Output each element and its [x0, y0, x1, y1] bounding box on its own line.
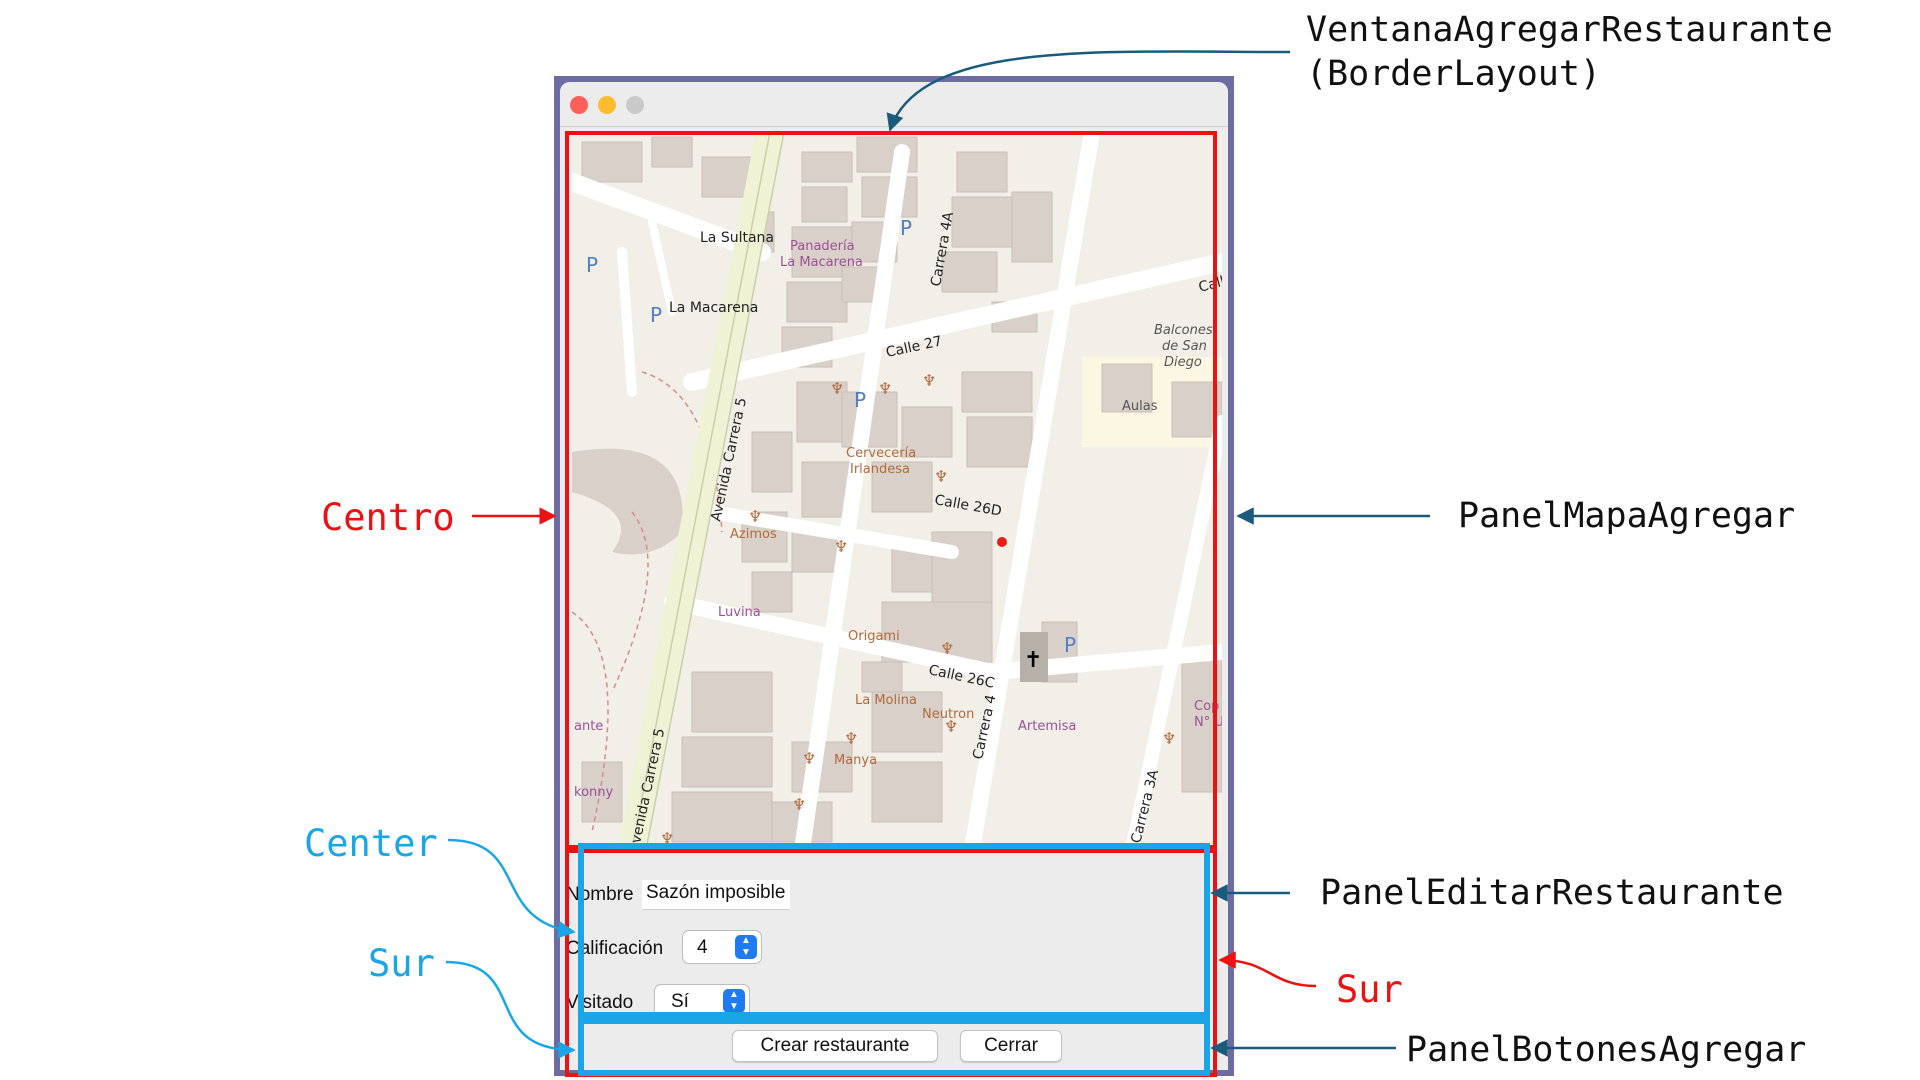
- buildings: [581, 136, 1222, 843]
- sur-subregion-outline: [578, 1018, 1210, 1076]
- avenida-edge: [631, 132, 771, 850]
- map-label-la-sultana: La Sultana: [700, 230, 774, 246]
- avenida-edge-2: [645, 132, 785, 850]
- footpaths: [572, 371, 723, 833]
- sur-blue-arrow: [445, 960, 576, 1059]
- zoom-window-button[interactable]: [626, 96, 644, 114]
- centro-region-outline: [565, 131, 1217, 853]
- parking-icon: P: [854, 388, 866, 412]
- restaurant-icon: ♆: [934, 467, 948, 486]
- calificacion-value: 4: [697, 937, 708, 958]
- parking-icon: P: [650, 303, 662, 327]
- select-arrows-icon[interactable]: ▲ ▼: [723, 989, 745, 1013]
- crear-restaurante-button[interactable]: Crear restaurante: [732, 1030, 938, 1062]
- restaurant-icon: ♆: [922, 371, 936, 390]
- restaurant-icon: ♆: [844, 729, 858, 748]
- roads: [572, 132, 1222, 850]
- panel-editar-annotation: PanelEditarRestaurante: [1320, 873, 1784, 913]
- window-annotation-line1: VentanaAgregarRestaurante: [1306, 10, 1833, 50]
- nombre-input[interactable]: Sazón imposible: [642, 880, 790, 910]
- aulas-building: [1101, 363, 1153, 413]
- cerrar-button[interactable]: Cerrar: [960, 1030, 1062, 1062]
- parking-markers: P P P P P: [586, 216, 1076, 657]
- map-label-manya: Manya: [834, 753, 877, 768]
- map-label-la-macarena: La Macarena: [669, 300, 758, 316]
- map-label-balcones-2: de San: [1162, 339, 1207, 354]
- map-label-cerveceria: Cervecería: [846, 446, 916, 461]
- parking-icon: P: [900, 216, 912, 240]
- map-label-la-molina: La Molina: [855, 693, 917, 708]
- parking-icon: P: [1064, 633, 1076, 657]
- minimize-window-button[interactable]: [598, 96, 616, 114]
- sur-red-annotation: Sur: [1336, 968, 1403, 1011]
- restaurant-icon: ♆: [878, 379, 892, 398]
- center-subregion-outline: [578, 843, 1210, 1018]
- restaurant-icon: ♆: [748, 507, 762, 526]
- panel-mapa-annotation: PanelMapaAgregar: [1458, 496, 1796, 536]
- app-window: La Sultana La Macarena Calle 27 Carrera …: [554, 76, 1234, 1076]
- spinner-arrows-icon[interactable]: ▲ ▼: [735, 935, 757, 959]
- sur-blue-annotation: Sur: [368, 942, 435, 985]
- window-annotation: VentanaAgregarRestaurante (BorderLayout): [1306, 8, 1833, 96]
- map-label-balcones: Balcones: [1154, 323, 1213, 338]
- map-label-aulas: Aulas: [1122, 399, 1158, 414]
- selected-location-marker: [997, 537, 1007, 547]
- center-arrow: [447, 838, 576, 939]
- parking-icon: P: [586, 253, 598, 277]
- map-label-panaderia: Panadería: [790, 239, 855, 254]
- map-label-cop: Cop: [1194, 699, 1219, 714]
- restaurant-icon: ♆: [1162, 729, 1176, 748]
- map-label-balcones-3: Diego: [1164, 355, 1202, 370]
- calificacion-spinner[interactable]: 4 ▲ ▼: [682, 930, 762, 964]
- restaurant-icon: ♆: [940, 639, 954, 658]
- visitado-value: Sí: [671, 991, 689, 1012]
- restaurant-icon: ♆: [944, 717, 958, 736]
- panel-botones-annotation: PanelBotonesAgregar: [1406, 1030, 1807, 1070]
- map-panel[interactable]: La Sultana La Macarena Calle 27 Carrera …: [572, 132, 1222, 850]
- map-label-origami: Origami: [848, 629, 900, 644]
- window-arrow: [886, 50, 1291, 132]
- restaurant-icon: ♆: [802, 749, 816, 768]
- curved-building: [572, 448, 683, 555]
- map-label-cerveceria-2: Irlandesa: [850, 462, 910, 477]
- map-label-konny: konny: [574, 785, 613, 800]
- map-label-artemisa: Artemisa: [1018, 719, 1076, 734]
- map-label-azimos: Azimos: [730, 527, 777, 542]
- close-window-button[interactable]: [570, 96, 588, 114]
- church-building: [1020, 632, 1048, 682]
- church-cross-icon: ✝: [1024, 648, 1042, 673]
- centro-annotation: Centro: [321, 496, 455, 539]
- map-label-luvina: Luvina: [718, 605, 761, 620]
- restaurant-icon: ♆: [830, 379, 844, 398]
- window-annotation-line2: (BorderLayout): [1306, 54, 1602, 94]
- map-label-neutron: Neutron: [922, 707, 974, 722]
- map-label-panaderia-2: La Macarena: [780, 255, 863, 270]
- calificacion-label: Calificación: [566, 938, 664, 959]
- sur-red-arrow: [1218, 951, 1317, 988]
- center-annotation: Center: [304, 822, 438, 865]
- window-content: La Sultana La Macarena Calle 27 Carrera …: [560, 82, 1228, 1070]
- restaurant-icon: ♆: [834, 537, 848, 556]
- restaurant-icon: ♆: [792, 795, 806, 814]
- map-label-ante: ante: [574, 719, 603, 734]
